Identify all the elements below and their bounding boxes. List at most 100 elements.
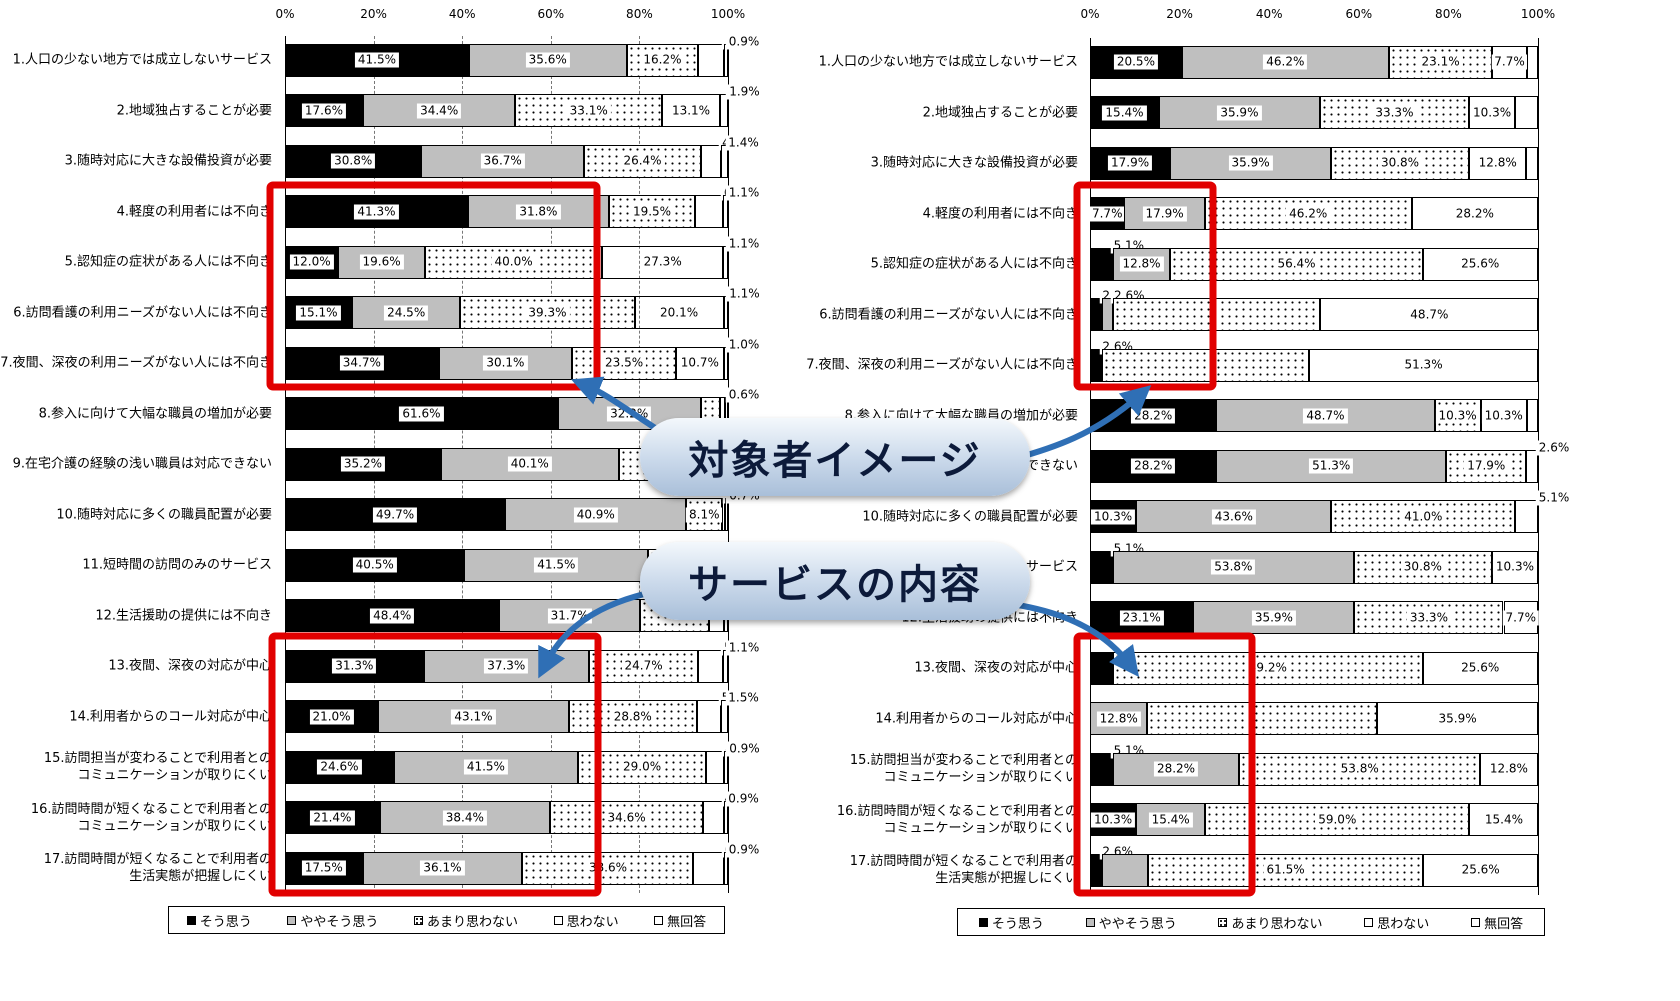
value-label: 31.3% <box>332 658 377 674</box>
legend-item: 思わない <box>1364 913 1429 932</box>
value-label: 35.9% <box>1435 711 1480 726</box>
value-label: 10.3% <box>1435 408 1480 423</box>
category-label: 3.随時対応に大きな設備投資が必要 <box>870 155 1078 171</box>
value-label: 69.2% <box>1245 660 1290 676</box>
value-label: 48.4% <box>370 608 415 623</box>
category-label: 1.人口の少ない地方では成立しないサービス <box>818 54 1078 70</box>
value-label: 49.7% <box>373 507 418 522</box>
value-label: 53.8% <box>1337 761 1382 777</box>
x-tick-label: 100% <box>710 7 746 21</box>
bar-segment <box>1480 752 1538 786</box>
value-label: 35.9% <box>1228 155 1273 171</box>
value-label: 21.4% <box>310 810 355 825</box>
value-label: 30.1% <box>483 355 528 371</box>
bar-segment <box>1526 399 1539 432</box>
legend-label: 思わない <box>566 914 619 930</box>
value-label: 33.1% <box>566 103 611 118</box>
category-label: 1.人口の少ない地方では成立しないサービス <box>12 52 272 68</box>
value-label: 33.3% <box>1406 610 1451 625</box>
bar-segment <box>1411 197 1538 230</box>
value-label: 28.2% <box>1452 206 1497 221</box>
bar-segment <box>1147 702 1378 735</box>
value-label: 5.1% <box>1535 490 1573 506</box>
legend-swatch <box>1471 917 1481 927</box>
category-label: 5.認知症の症状がある人には不向き <box>64 254 272 270</box>
value-label: 8.1% <box>686 507 723 522</box>
value-label: 19.5% <box>629 204 675 219</box>
value-label: 26.4% <box>620 153 665 169</box>
value-label: 12.8% <box>1119 256 1164 272</box>
value-label: 41.5% <box>534 557 579 573</box>
legend-label: そう思う <box>199 914 252 930</box>
value-label: 1.1% <box>725 185 763 201</box>
highlight-box <box>268 632 602 897</box>
value-label: 1.1% <box>725 236 763 251</box>
legend-label: 無回答 <box>667 914 707 930</box>
x-tick-label: 80% <box>1435 7 1462 21</box>
legend-item: そう思う <box>978 913 1044 932</box>
category-label: 8.参入に向けて大幅な職員の増加が必要 <box>38 406 272 421</box>
value-label: 10.3% <box>1091 812 1136 827</box>
legend-item: ややそう思う <box>1085 913 1177 932</box>
value-label: 1.4% <box>725 135 762 150</box>
value-label: 35.9% <box>1251 610 1296 625</box>
value-label: 23.1% <box>1418 54 1463 70</box>
legend-item: あまり思わない <box>413 911 518 930</box>
bar-segment <box>602 245 724 279</box>
legend-swatch <box>186 915 196 925</box>
value-label: 15.1% <box>296 305 341 320</box>
bar-segment <box>661 94 721 127</box>
value-label: 23.5% <box>602 355 647 371</box>
value-label: 43.6% <box>1211 509 1256 524</box>
bar-segment <box>1331 146 1469 180</box>
value-label: 43.1% <box>451 709 496 724</box>
value-label: 0.9% <box>725 34 763 49</box>
value-label: 10.3% <box>1470 105 1515 120</box>
bar-segment <box>1515 500 1538 533</box>
bar-segment <box>1469 803 1539 836</box>
value-label: 30.8% <box>1377 155 1423 171</box>
value-label: 61.5% <box>1263 862 1308 878</box>
legend-item: 無回答 <box>1471 913 1523 932</box>
legend-item: 思わない <box>553 911 619 930</box>
highlight-box <box>266 181 601 391</box>
legend-item: ややそう思う <box>287 911 378 930</box>
value-label: 12.8% <box>1096 711 1141 726</box>
bar-segment <box>285 851 363 885</box>
legend-label: ややそう思う <box>1098 916 1177 932</box>
bar-segment <box>285 195 468 228</box>
bar-segment <box>723 649 728 683</box>
legend-item: あまり思わない <box>1218 913 1323 932</box>
category-label: 15.訪問担当が変わることで利用者との コミュニケーションが取りにくい <box>43 751 272 783</box>
bar-segment <box>1526 146 1538 180</box>
category-label: 13.夜間、深夜の対応が中心 <box>108 658 272 674</box>
bar-segment <box>703 801 724 834</box>
bar-segment <box>1377 702 1538 735</box>
value-label: 35.6% <box>525 52 570 68</box>
bar-segment <box>693 851 724 885</box>
value-label: 12.8% <box>1475 155 1520 171</box>
value-label: 48.7% <box>1303 408 1348 423</box>
legend-label: あまり思わない <box>1231 916 1323 932</box>
category-label: 17.訪問時間が短くなることで利用者の 生活実態が把握しにくい <box>43 852 272 884</box>
bar-segment <box>1331 500 1516 533</box>
value-label: 30.8% <box>1400 559 1445 575</box>
bar-segment <box>706 750 725 784</box>
value-label: 46.2% <box>1263 54 1308 70</box>
x-tick-label: 100% <box>1520 7 1556 21</box>
value-label: 34.7% <box>339 355 384 371</box>
bar-segment <box>1090 550 1113 584</box>
category-label: 3.随時対応に大きな設備投資が必要 <box>64 153 272 169</box>
value-label: 0.9% <box>725 842 763 857</box>
value-label: 17.9% <box>1108 155 1153 171</box>
value-label: 61.6% <box>399 406 444 421</box>
bar-segment <box>1480 399 1527 432</box>
category-label: 7.夜間、深夜の利用ニーズがない人には不向き <box>806 357 1078 373</box>
value-label: 31.8% <box>516 204 561 219</box>
category-label: 5.認知症の症状がある人には不向き <box>870 256 1078 272</box>
value-label: 41.5% <box>354 52 399 68</box>
value-label: 40.5% <box>352 557 397 573</box>
bar-segment <box>1090 752 1113 786</box>
